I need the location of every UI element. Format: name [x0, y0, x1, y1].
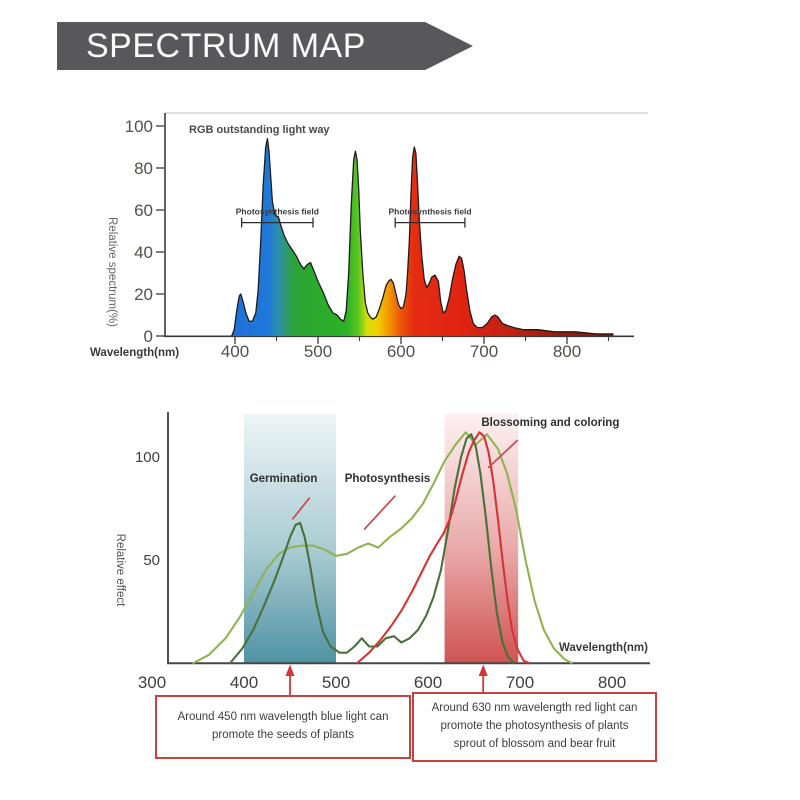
spectrum-curve — [231, 137, 614, 337]
note-line: promote the seeds of plants — [212, 729, 354, 741]
curve-photosynthesis — [192, 431, 573, 665]
y-tick-label: 0 — [144, 327, 153, 346]
x-tick-label: 300 — [138, 673, 166, 692]
curve-label: Photosynthesis — [345, 473, 431, 485]
leader-line — [291, 497, 311, 520]
y-tick-label: 60 — [134, 201, 153, 220]
bottom-chart: 300 400 500 600 700 800 50 100 Germination Photos… — [114, 412, 650, 698]
up-arrow-icon — [285, 664, 295, 676]
note-line: Around 450 nm wavelength blue light can — [177, 711, 389, 724]
x-tick-label: 700 — [506, 673, 534, 692]
x-tick-label: 800 — [598, 673, 626, 692]
leader-line — [363, 495, 396, 530]
y-tick-label: 50 — [143, 552, 160, 569]
top-chart: 0 20 40 60 80 100 400 500 600 700 800 Photosynthesi… — [90, 112, 648, 361]
note-line: promote the photosynthesis of plants — [440, 720, 629, 733]
leader-line — [487, 439, 519, 469]
red-light-band — [444, 414, 519, 663]
x-tick-label: 400 — [221, 342, 249, 361]
bracket-label: Photosynthesis field — [388, 207, 471, 217]
spectrum-area — [231, 138, 614, 336]
y-tick-label: 80 — [134, 159, 153, 178]
note-line: Around 630 nm wavelength red light can — [431, 702, 638, 715]
x-tick-label: 800 — [553, 342, 581, 361]
y-tick-label: 100 — [125, 117, 153, 136]
y-axis-label: Relative effect — [114, 534, 126, 607]
note-line: sprout of blossom and bear fruit — [453, 737, 616, 750]
y-tick-label: 20 — [134, 285, 153, 304]
x-tick-label: 600 — [414, 673, 442, 692]
blue-light-note: Around 450 nm wavelength blue light can … — [155, 695, 411, 759]
x-tick-label: 500 — [322, 673, 350, 692]
y-axis-label: Relative spectrum(%) — [106, 217, 118, 327]
x-tick-label: 500 — [304, 342, 332, 361]
y-tick-label: 100 — [135, 449, 160, 466]
red-light-note: Around 630 nm wavelength red light can p… — [412, 692, 657, 762]
y-tick-label: 40 — [134, 243, 153, 262]
curve-label: Blossoming and coloring — [481, 417, 619, 429]
up-arrow-icon — [478, 664, 488, 676]
curve-label: Germination — [250, 473, 318, 485]
x-tick-label: 400 — [230, 673, 258, 692]
title-banner: SPECTRUM MAP — [57, 22, 473, 70]
bracket-label: Photosynthesis field — [236, 207, 319, 217]
curve-germination — [229, 433, 515, 665]
x-axis-label: Wavelength(nm) — [90, 347, 179, 359]
page-title: SPECTRUM MAP — [86, 26, 366, 65]
x-tick-label: 600 — [387, 342, 415, 361]
curve-blossoming-and-coloring — [356, 431, 531, 665]
x-axis-label: Wavelength(nm) — [559, 642, 648, 654]
chart-annotation-title: RGB outstanding light way — [189, 124, 330, 136]
x-tick-label: 700 — [470, 342, 498, 361]
